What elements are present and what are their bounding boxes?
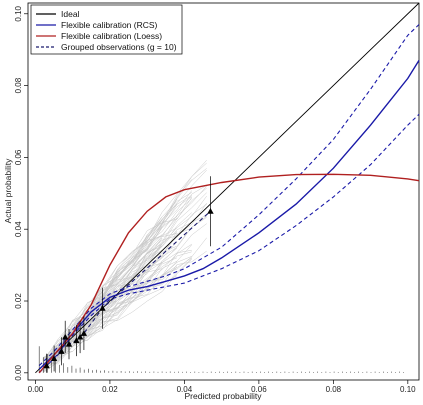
bootstrap-curve	[42, 192, 192, 358]
grouped-observation-point	[99, 304, 106, 311]
grouped-observation-point	[65, 340, 73, 347]
rcs-lower-ci	[38, 113, 420, 374]
y-tick-label: 0.04	[14, 221, 23, 237]
x-tick-label: 0.02	[102, 385, 118, 394]
legend-label: Ideal	[61, 9, 80, 19]
bootstrap-curve	[42, 192, 207, 363]
grouped-observation-point	[80, 330, 88, 336]
bootstrap-curve	[42, 266, 178, 362]
rcs-curve	[38, 60, 420, 370]
bootstrap-curve	[42, 258, 192, 365]
y-axis: 0.00 0.02 0.04 0.06 0.08 0.10	[14, 5, 28, 381]
grouped-observation-point	[50, 355, 58, 362]
rcs-upper-ci	[38, 24, 420, 366]
x-tick-label: 0.08	[326, 385, 342, 394]
grouped-observation-point	[43, 362, 50, 369]
x-tick-label: 0.04	[177, 385, 193, 394]
y-axis-title: Actual probability	[3, 158, 13, 223]
legend-label: Flexible calibration (Loess)	[61, 31, 162, 41]
x-axis: 0.00 0.02 0.04 0.06 0.08 0.10	[28, 380, 416, 394]
legend-box	[30, 4, 183, 55]
x-axis-title: Predicted probability	[184, 391, 262, 401]
bootstrap-curve	[42, 203, 207, 366]
bootstrap-curve	[42, 160, 207, 368]
y-tick-label: 0.02	[14, 293, 23, 309]
legend-label: Flexible calibration (RCS)	[61, 20, 158, 30]
x-tick-label: 0.06	[251, 385, 267, 394]
grouped-observation-point	[58, 348, 65, 354]
grouped-observation-point	[207, 208, 214, 214]
plot-frame	[27, 2, 420, 381]
bootstrap-curve	[42, 168, 207, 361]
y-tick-label: 0.06	[14, 149, 23, 165]
grouped-observation-point	[73, 337, 80, 344]
y-tick-label: 0.10	[14, 5, 23, 21]
grouped-observation-point	[76, 333, 84, 340]
distribution-spikes-layer	[38, 346, 405, 373]
y-tick-label: 0.00	[14, 364, 23, 380]
grouped-observations-line	[46, 210, 211, 366]
legend-label: Grouped observations (g = 10)	[61, 42, 177, 52]
ideal-line	[35, 2, 420, 374]
y-tick-label: 0.08	[14, 77, 23, 93]
x-tick-label: 0.10	[400, 385, 416, 394]
x-tick-label: 0.00	[28, 385, 44, 394]
loess-curve	[38, 173, 420, 374]
bootstrap-curve	[42, 195, 192, 369]
series-layer	[35, 2, 420, 374]
grouped-observation-point	[62, 333, 69, 340]
